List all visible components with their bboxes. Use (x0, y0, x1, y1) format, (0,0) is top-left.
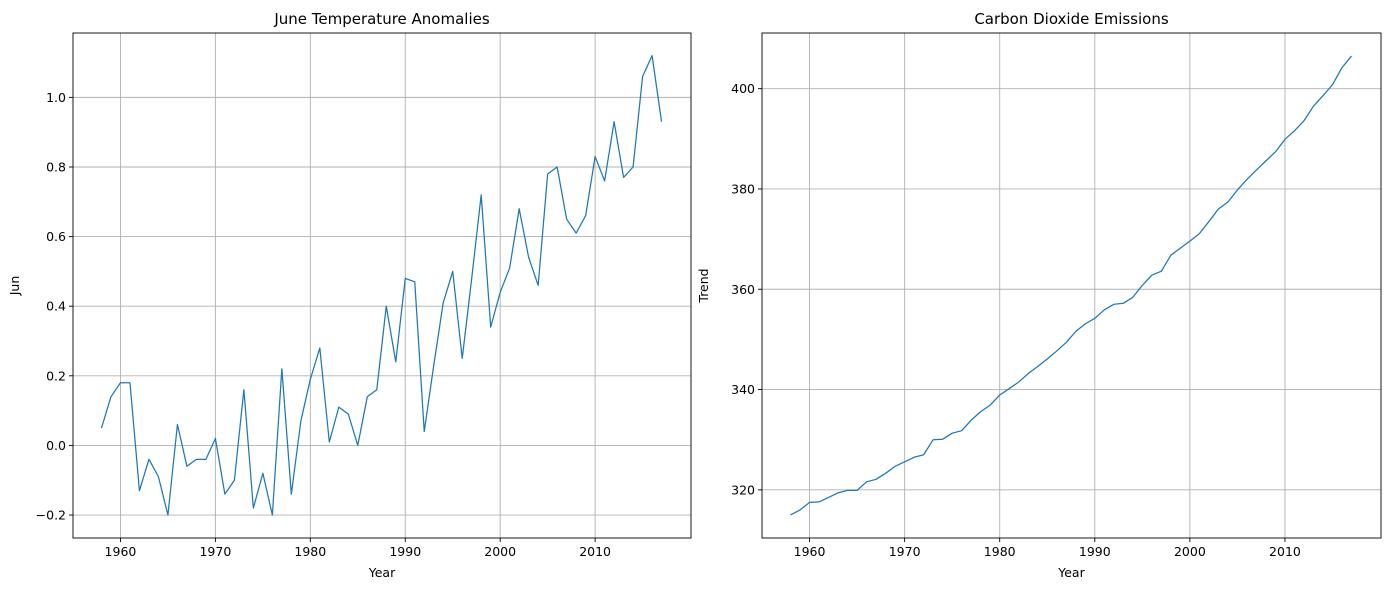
y-tick-label: 0.4 (46, 299, 66, 314)
x-axis-label: Year (1057, 565, 1085, 580)
x-axis-label: Year (368, 565, 396, 580)
series-line (100, 54, 663, 516)
x-tick-label: 1970 (199, 544, 231, 559)
x-tick-label: 1990 (1079, 544, 1111, 559)
series-line (790, 55, 1353, 516)
x-tick-label: 1980 (294, 544, 326, 559)
y-axis-label: Jun (7, 276, 22, 297)
plot-frame (72, 32, 692, 539)
plot-frame (761, 32, 1382, 539)
x-tick-label: 2010 (579, 544, 611, 559)
chart-temperature-anomalies: 1960 1970 1980 1990 2000 2010 −0.2 0.0 0.2 0.4 0.6… (7, 10, 692, 580)
y-tick-label: 360 (731, 282, 755, 297)
y-tick-label: 0.8 (46, 159, 66, 174)
y-tick-label: 0.0 (46, 438, 66, 453)
x-tick-label: 1960 (105, 544, 137, 559)
y-tick-label: 320 (731, 482, 755, 497)
y-tick-label: 1.0 (46, 90, 66, 105)
y-tick-label: −0.2 (36, 508, 66, 523)
y-tick-label: 380 (731, 181, 755, 196)
y-tick-label: 0.6 (46, 229, 66, 244)
chart-title: Carbon Dioxide Emissions (974, 10, 1169, 28)
x-tick-label: 2010 (1269, 544, 1301, 559)
x-tick-label: 1960 (794, 544, 826, 559)
chart-co2-emissions: 1960 1970 1980 1990 2000 2010 320 340 360 380 400 C… (696, 10, 1382, 580)
y-tick-label: 400 (731, 81, 755, 96)
y-axis-label: Trend (696, 268, 711, 303)
x-tick-label: 1990 (389, 544, 421, 559)
x-tick-label: 1980 (984, 544, 1016, 559)
x-tick-label: 2000 (1174, 544, 1206, 559)
x-tick-label: 2000 (484, 544, 516, 559)
chart-title: June Temperature Anomalies (273, 10, 490, 28)
y-tick-label: 340 (731, 382, 755, 397)
x-tick-label: 1970 (889, 544, 921, 559)
y-tick-label: 0.2 (46, 368, 66, 383)
